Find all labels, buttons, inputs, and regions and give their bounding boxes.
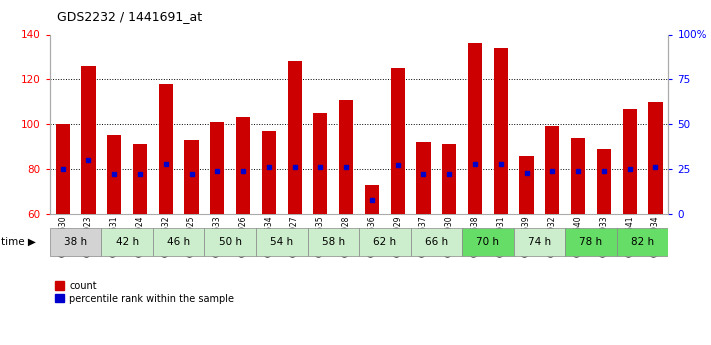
Text: 82 h: 82 h [631,237,654,247]
Bar [616,228,668,256]
Text: GDS2232 / 1441691_at: GDS2232 / 1441691_at [57,10,202,23]
Bar [55,124,70,214]
Bar [623,108,637,214]
Bar [571,138,585,214]
Bar [256,228,307,256]
Bar [545,126,560,214]
Text: 58 h: 58 h [321,237,345,247]
Bar [493,48,508,214]
Bar [648,102,663,214]
Bar [307,228,359,256]
Legend: count, percentile rank within the sample: count, percentile rank within the sample [55,281,234,304]
Bar [133,144,147,214]
Bar [50,228,101,256]
Bar [101,228,153,256]
Text: 78 h: 78 h [579,237,603,247]
Bar [513,228,565,256]
Bar [365,185,379,214]
Bar [107,135,122,214]
Bar [153,228,205,256]
Bar [81,66,95,214]
Text: 38 h: 38 h [64,237,87,247]
Bar [462,228,513,256]
Text: time ▶: time ▶ [1,237,36,247]
Bar [339,99,353,214]
Bar [411,228,462,256]
Bar [520,156,534,214]
Bar [210,122,225,214]
Bar [565,228,616,256]
Text: 66 h: 66 h [424,237,448,247]
Bar [184,140,198,214]
Text: 46 h: 46 h [167,237,191,247]
Bar [442,144,456,214]
Bar [390,68,405,214]
Text: 70 h: 70 h [476,237,499,247]
Text: 74 h: 74 h [528,237,551,247]
Bar [205,228,256,256]
Bar [159,84,173,214]
Bar [236,117,250,214]
Bar [359,228,411,256]
Text: 42 h: 42 h [115,237,139,247]
Bar [287,61,301,214]
Text: 54 h: 54 h [270,237,294,247]
Bar [597,149,611,214]
Text: 50 h: 50 h [219,237,242,247]
Bar [262,131,276,214]
Bar [417,142,431,214]
Text: 62 h: 62 h [373,237,397,247]
Bar [468,43,482,214]
Bar [314,113,328,214]
